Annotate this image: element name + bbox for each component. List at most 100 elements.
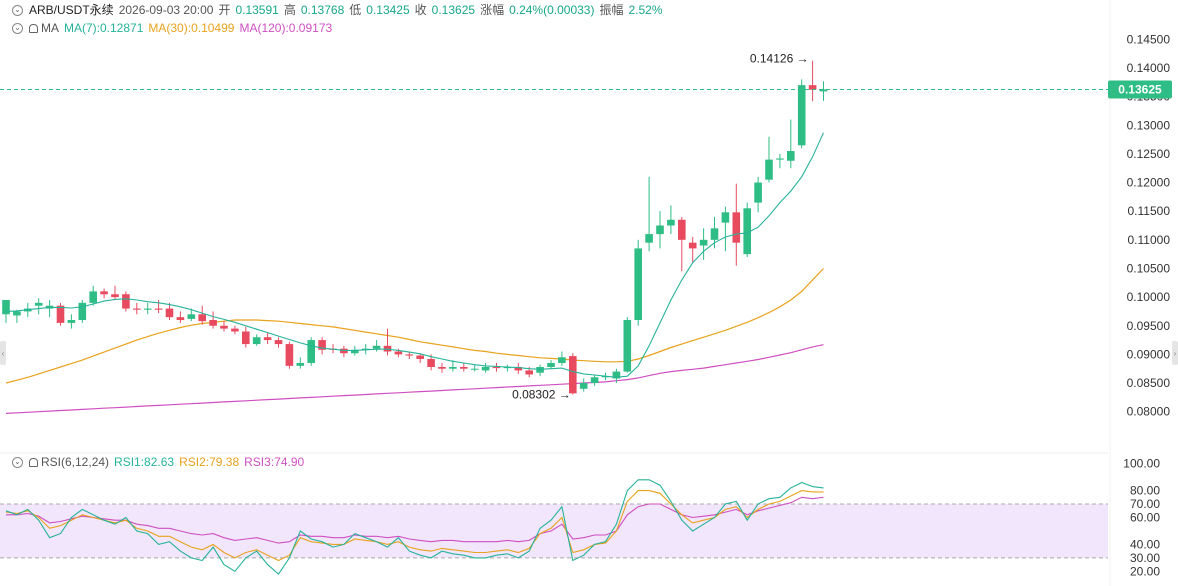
candle-body — [525, 370, 533, 375]
candle-body — [285, 344, 294, 366]
candle-body — [351, 349, 359, 354]
rsi-title[interactable]: RSI(6,12,24) — [41, 455, 110, 469]
candle-datetime: 2026-09-03 20:00 — [118, 3, 214, 17]
rsi-tick-label: 70.00 — [1130, 497, 1160, 511]
scroll-left-handle[interactable]: ‹ — [0, 341, 6, 365]
candle-body — [808, 85, 817, 90]
change-value: 0.24%(0.00033) — [509, 3, 595, 17]
ma30-line — [5, 268, 824, 384]
candle-body — [78, 302, 87, 321]
candle-body — [405, 354, 414, 356]
ma120-legend: MA(120):0.09173 — [239, 21, 333, 35]
candle-body — [274, 340, 283, 345]
candle-body — [645, 234, 653, 243]
price-tick-label: 0.13000 — [1127, 118, 1171, 132]
low-annotation: 0.08302 → — [512, 387, 571, 401]
candle-body — [612, 371, 621, 379]
candle-body — [754, 182, 762, 203]
candle-body — [514, 366, 523, 371]
candle-body — [220, 325, 228, 329]
price-tick-label: 0.11500 — [1128, 204, 1171, 218]
rsi3-legend: RSI3:74.90 — [244, 455, 305, 469]
candle-body — [688, 242, 697, 249]
rsi-series-line — [5, 479, 824, 575]
candle-body — [743, 208, 751, 255]
candle-body — [176, 317, 185, 321]
candle-body — [154, 308, 163, 310]
candle-body — [503, 366, 512, 369]
ma-legend: ⌄ MA MA(7):0.12871 MA(30):0.10499 MA(120… — [12, 21, 337, 35]
price-tick-label: 0.08000 — [1127, 405, 1171, 419]
candle-body — [678, 219, 686, 240]
candle-body — [307, 340, 315, 363]
close-label: 收 — [414, 3, 427, 17]
candle-body — [710, 228, 719, 240]
candle-body — [100, 291, 108, 295]
candle-body — [231, 328, 239, 332]
rsi-tick-label: 20.00 — [1130, 564, 1160, 578]
current-price-label: 0.13625 — [1118, 82, 1162, 96]
candle-body — [122, 294, 130, 309]
candle-body — [252, 337, 261, 345]
candle-body — [416, 355, 424, 359]
ma-alert-bell-icon[interactable] — [29, 23, 38, 33]
rsi-tick-label: 30.00 — [1130, 551, 1160, 565]
candle-body — [165, 308, 174, 318]
candle-body — [765, 159, 773, 180]
candle-body — [143, 308, 152, 310]
candle-body — [209, 320, 217, 326]
candle-body — [787, 151, 795, 161]
candle-body — [133, 308, 141, 310]
candle-body — [492, 366, 501, 369]
rsi-series-line — [5, 490, 824, 562]
scroll-right-handle[interactable]: › — [1172, 341, 1178, 365]
candle-body — [579, 383, 588, 389]
rsi1-legend: RSI1:82.63 — [114, 455, 175, 469]
candle-body — [56, 305, 65, 323]
candle-body — [394, 351, 403, 355]
candle-body — [667, 219, 675, 226]
price-tick-label: 0.14500 — [1127, 32, 1171, 46]
price-tick-label: 0.09500 — [1127, 319, 1171, 333]
price-tick-label: 0.09000 — [1127, 347, 1171, 361]
candle-body — [111, 294, 119, 298]
rsi-alert-bell-icon[interactable] — [29, 457, 38, 467]
candle-body — [198, 314, 206, 322]
candle-body — [449, 366, 457, 369]
ma-collapse-chevron-icon[interactable]: ⌄ — [12, 22, 23, 34]
rsi-tick-label: 40.00 — [1130, 537, 1160, 551]
price-tick-label: 0.12000 — [1127, 176, 1171, 190]
rsi-tick-label: 100.00 — [1123, 457, 1160, 471]
price-tick-label: 0.12500 — [1127, 147, 1171, 161]
ma30-legend: MA(30):0.10499 — [148, 21, 235, 35]
price-tick-label: 0.11000 — [1128, 233, 1171, 247]
candle-body — [340, 348, 348, 354]
rsi-legend: ⌄ RSI(6,12,24) RSI1:82.63 RSI2:79.38 RSI… — [12, 455, 309, 469]
candle-body — [263, 337, 272, 341]
candle-body — [67, 320, 76, 323]
ma-title[interactable]: MA — [41, 21, 59, 35]
low-value: 0.13425 — [366, 3, 410, 17]
high-annotation: 0.14126 → — [750, 52, 809, 66]
candle-body — [2, 299, 10, 315]
candle-body — [721, 212, 730, 223]
ma7-line — [5, 132, 825, 378]
candle-body — [623, 320, 632, 372]
candle-body — [470, 368, 479, 370]
rsi-tick-label: 60.00 — [1130, 511, 1160, 525]
candle-body — [536, 366, 544, 373]
candle-body — [656, 225, 664, 235]
low-label: 低 — [349, 3, 362, 17]
ma7-legend: MA(7):0.12871 — [64, 21, 144, 35]
open-label: 开 — [218, 3, 231, 17]
candle-body — [797, 85, 806, 146]
high-label: 高 — [283, 3, 296, 17]
candle-body — [372, 345, 381, 349]
rsi2-legend: RSI2:79.38 — [179, 455, 240, 469]
candle-body — [819, 89, 828, 92]
candle-body — [460, 366, 468, 369]
rsi-collapse-chevron-icon[interactable]: ⌄ — [12, 456, 23, 468]
collapse-chevron-icon[interactable]: ⌄ — [12, 4, 23, 16]
ma120-line — [5, 344, 824, 414]
